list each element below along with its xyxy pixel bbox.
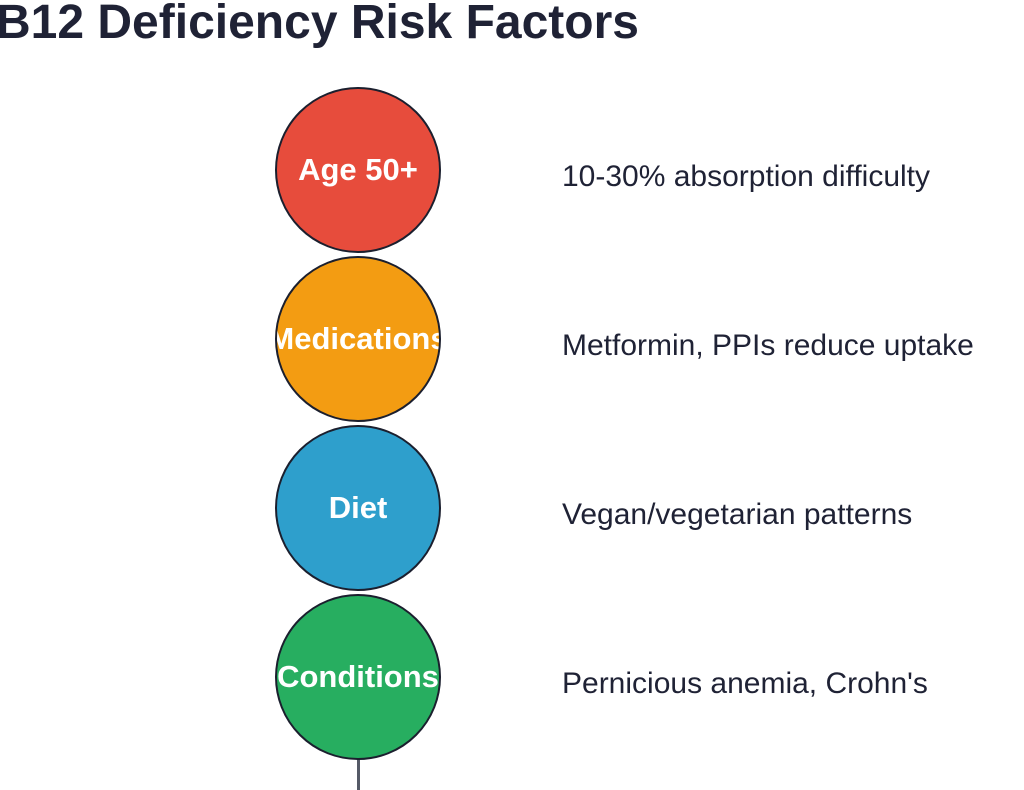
- risk-factor-description: Pernicious anemia, Crohn's: [562, 667, 928, 700]
- risk-factor-conditions-circle: Conditions: [275, 594, 441, 760]
- risk-factor-description: 10-30% absorption difficulty: [562, 160, 930, 193]
- risk-factor-label: Medications: [275, 321, 441, 356]
- risk-factor-age-circle: Age 50+: [275, 87, 441, 253]
- risk-factor-description: Metformin, PPIs reduce uptake: [562, 329, 974, 362]
- risk-factor-label: Conditions: [277, 659, 439, 694]
- risk-factor-medications-circle: Medications: [275, 256, 441, 422]
- risk-factor-description: Vegan/vegetarian patterns: [562, 498, 913, 531]
- risk-factor-label: Diet: [328, 490, 388, 525]
- page-title: B12 Deficiency Risk Factors: [0, 0, 639, 49]
- risk-factor-diet-circle: Diet: [275, 425, 441, 591]
- risk-factor-label: Age 50+: [298, 152, 418, 187]
